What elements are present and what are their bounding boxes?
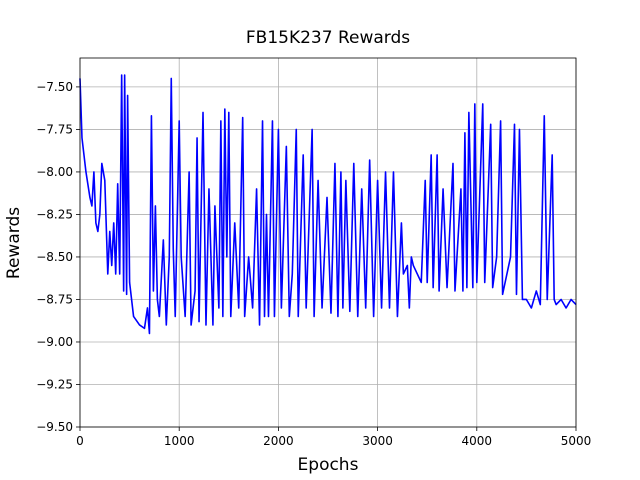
y-tick-label: −8.00 — [36, 165, 73, 179]
y-tick-label: −7.75 — [36, 122, 73, 136]
y-tick-label: −9.00 — [36, 335, 73, 349]
x-tick-label: 1000 — [164, 434, 195, 448]
x-tick-label: 2000 — [263, 434, 294, 448]
y-axis-label: Rewards — [4, 207, 24, 279]
x-axis-label: Epochs — [298, 455, 359, 475]
plot-frame — [79, 57, 577, 428]
x-tick-label: 4000 — [462, 434, 493, 448]
x-tick-label: 5000 — [561, 434, 592, 448]
y-tick-label: −8.50 — [36, 250, 73, 264]
y-tick-label: −8.75 — [36, 292, 73, 306]
y-tick-label: −8.25 — [36, 207, 73, 221]
y-tick-label: −9.25 — [36, 377, 73, 391]
x-tick-label: 0 — [76, 434, 84, 448]
x-tick-label: 3000 — [362, 434, 393, 448]
y-tick-label: −9.50 — [36, 420, 73, 434]
data-line — [79, 74, 577, 335]
chart-title: FB15K237 Rewards — [246, 28, 410, 48]
y-tick-label: −7.50 — [36, 80, 73, 94]
